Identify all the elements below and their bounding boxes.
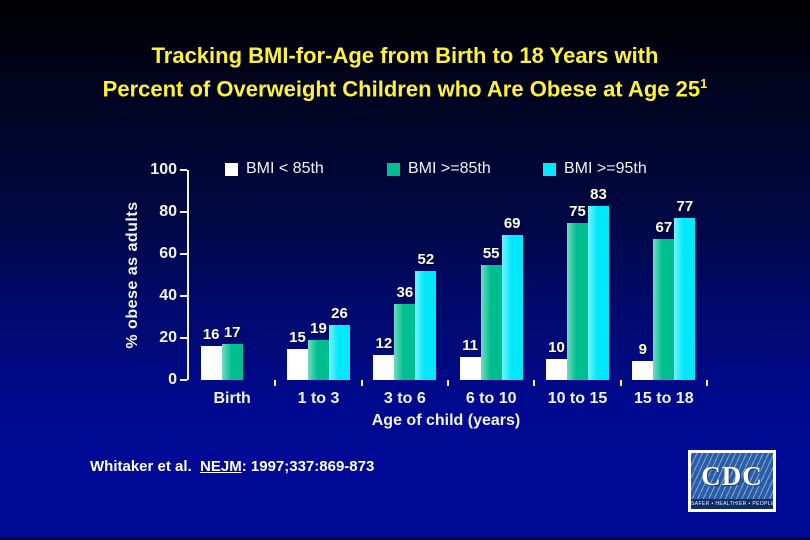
bar-shine <box>567 222 588 380</box>
x-category-label: 3 to 6 <box>383 390 426 407</box>
x-axis-title: Age of child (years) <box>371 412 521 429</box>
bar <box>221 344 243 380</box>
bar <box>394 304 416 380</box>
bar-value-label: 75 <box>569 202 586 220</box>
x-category-label: 1 to 3 <box>297 390 340 407</box>
bar-value-label: 11 <box>462 336 479 354</box>
x-axis-tick <box>619 380 622 386</box>
slide-title-superscript: 1 <box>700 76 708 91</box>
bar <box>308 340 329 380</box>
bar-value-label: 69 <box>503 215 521 233</box>
citation-reference: : 1997;337:869-873 <box>241 458 375 475</box>
bar <box>674 218 696 380</box>
y-axis-tick-label: 60 <box>159 245 177 262</box>
x-category-label: 15 to 18 <box>634 390 694 407</box>
legend-entry: BMI >=85th <box>387 160 491 178</box>
y-axis-tick-label: 40 <box>159 287 177 304</box>
legend-label: BMI < 85th <box>246 160 324 177</box>
x-axis-tick <box>360 380 363 386</box>
slide-bottom-edge <box>0 537 810 540</box>
bar-value-label: 15 <box>289 328 306 346</box>
bar-value-label: 19 <box>310 320 327 338</box>
bar-value-label: 52 <box>417 250 435 268</box>
y-axis-tick-label: 80 <box>159 203 177 220</box>
bar-value-label: 83 <box>590 185 607 203</box>
cdc-logo-text: CDC <box>701 460 763 491</box>
x-axis-tick <box>706 380 708 386</box>
slide-title: Tracking BMI-for-Age from Birth to 18 Ye… <box>15 42 795 103</box>
bar-shine <box>501 235 523 380</box>
bar-value-label: 67 <box>655 219 673 237</box>
chart-legend: BMI < 85th BMI >=85th BMI >=95th <box>120 160 740 180</box>
slide-title-line1: Tracking BMI-for-Age from Birth to 18 Ye… <box>151 43 659 68</box>
bar-shine <box>394 304 416 380</box>
bar-value-label: 55 <box>482 244 500 262</box>
y-axis-tick <box>180 211 187 213</box>
bar <box>373 354 395 380</box>
bar-shine <box>308 340 329 380</box>
bar <box>200 346 222 380</box>
slide-title-line2: Percent of Overweight Children who Are O… <box>102 76 701 102</box>
bar-value-label: 16 <box>202 326 220 344</box>
bar-shine <box>674 218 696 380</box>
y-axis-title: % obese as adults <box>124 201 141 349</box>
legend-swatch <box>387 162 400 176</box>
legend-swatch <box>225 162 238 176</box>
bar-value-label: 9 <box>638 341 647 359</box>
x-axis-tick <box>533 380 536 386</box>
y-axis-tick-label: 20 <box>159 329 177 346</box>
bar-value-label: 10 <box>548 339 565 356</box>
bar <box>653 239 675 380</box>
plot-area: 0 20 40 60 80 100 16 17 Birth 15 19 26 1 to 3 12 36 52 3… <box>150 161 708 407</box>
x-category-label: 6 to 10 <box>465 390 517 407</box>
cdc-logo: CDC SAFER • HEALTHIER • PEOPLE™ <box>688 450 776 512</box>
cdc-logo-tagline: SAFER • HEALTHIER • PEOPLE™ <box>691 499 773 509</box>
bar-shine <box>329 325 350 380</box>
y-axis-tick-label: 100 <box>150 161 177 178</box>
bar <box>415 270 437 380</box>
citation-authors: Whitaker et al. <box>90 458 192 475</box>
x-axis-tick <box>274 380 277 386</box>
legend-label: BMI >=85th <box>408 160 491 177</box>
bar-value-label: 36 <box>396 284 414 302</box>
y-axis-tick <box>180 337 187 339</box>
bar-value-label: 26 <box>331 305 348 323</box>
citation: Whitaker et al. NEJM: 1997;337:869-873 <box>90 458 374 475</box>
y-axis-tick <box>180 379 187 381</box>
x-category-label: 10 to 15 <box>547 390 608 407</box>
y-axis-tick <box>180 295 187 297</box>
bar <box>501 235 523 380</box>
y-axis-tick-label: 0 <box>168 371 177 388</box>
bar <box>459 356 481 380</box>
bar-shine <box>480 264 502 380</box>
bar <box>329 325 350 380</box>
legend-entry: BMI < 85th <box>225 160 324 178</box>
legend-entry: BMI >=95th <box>543 160 647 178</box>
bar <box>567 222 588 380</box>
bar-shine <box>588 205 609 380</box>
bar <box>480 264 502 380</box>
bar-shine <box>221 344 243 380</box>
x-axis-tick <box>447 380 449 386</box>
bar-shine <box>653 239 675 380</box>
bar-value-label: 17 <box>223 324 241 342</box>
bar-value-label: 12 <box>375 334 393 352</box>
citation-journal: NEJM <box>200 458 242 475</box>
bar <box>287 348 308 380</box>
y-axis-tick <box>180 253 187 255</box>
cdc-logo-emblem: CDC <box>691 453 773 499</box>
bmi-bar-chart: % obese as adults BMI < 85th BMI >=85th BM… <box>120 152 740 452</box>
bar-value-label: 77 <box>676 198 694 216</box>
x-category-label: Birth <box>213 390 251 407</box>
y-axis-tick <box>180 169 187 171</box>
legend-label: BMI >=95th <box>564 160 647 177</box>
bar-shine <box>415 270 437 380</box>
legend-swatch <box>543 162 556 176</box>
bar <box>632 361 654 380</box>
bar <box>546 359 567 380</box>
bar <box>588 205 609 380</box>
